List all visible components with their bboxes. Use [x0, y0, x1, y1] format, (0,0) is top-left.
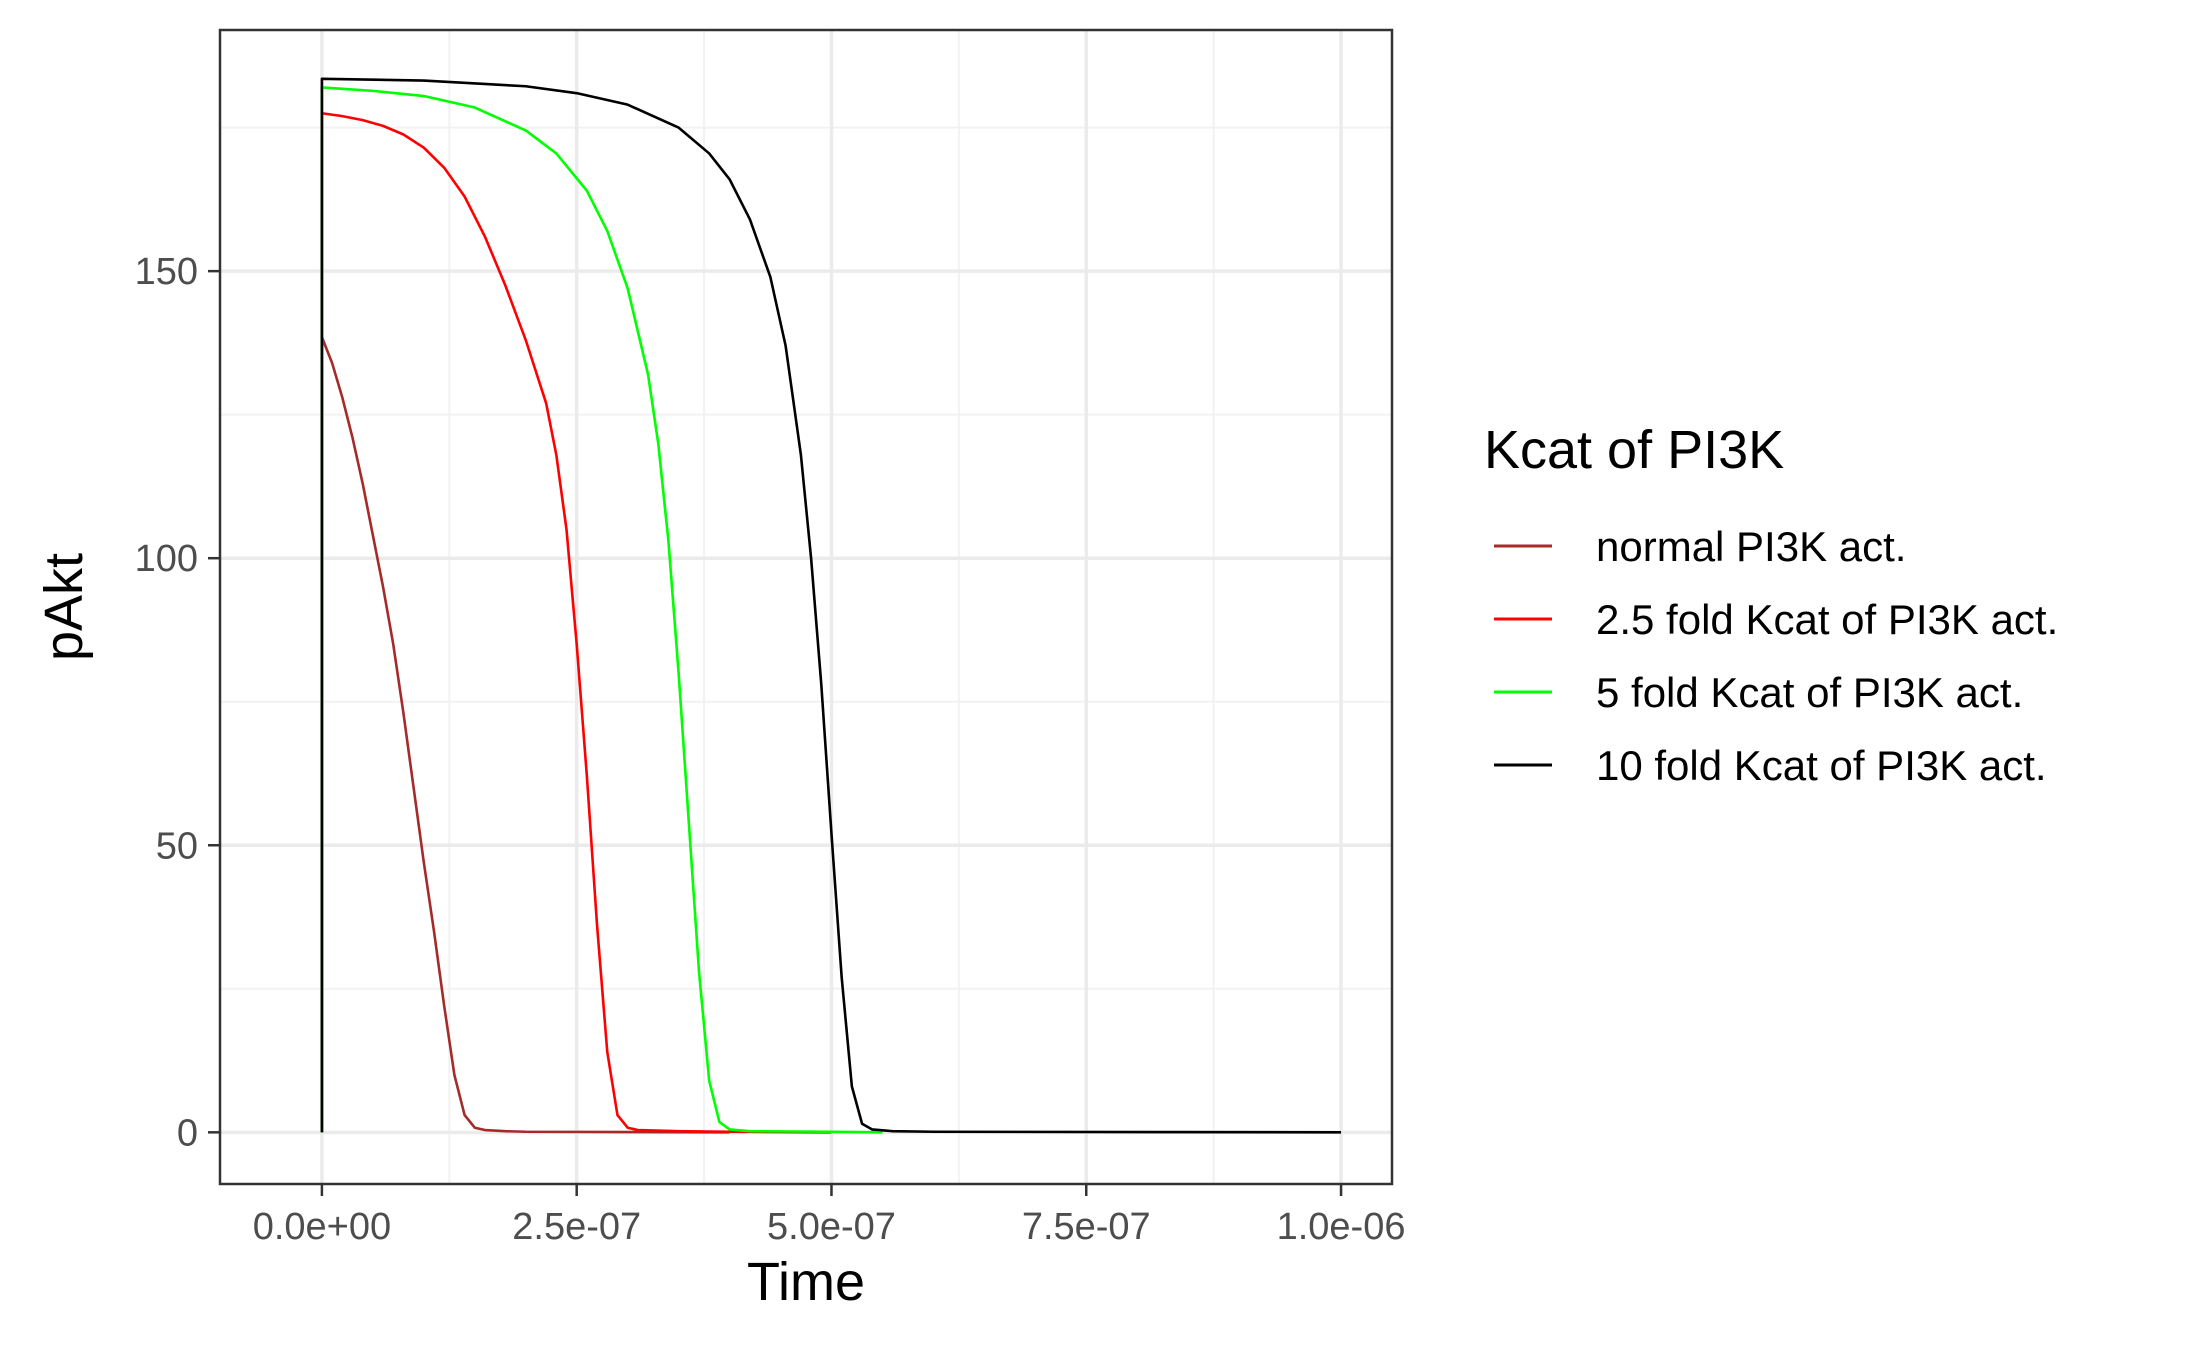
legend-label-1: 2.5 fold Kcat of PI3K act. [1596, 596, 2058, 643]
legend-title: Kcat of PI3K [1484, 420, 1784, 480]
plot-border [218, 28, 1394, 1186]
y-tick-label-3: 150 [135, 251, 198, 293]
x-tick-label-0: 0.0e+00 [253, 1206, 391, 1248]
plot-panel [220, 30, 1392, 1184]
x-axis-title: Time [747, 1252, 865, 1312]
legend: Kcat of PI3K normal PI3K act. 2.5 fold Kc… [1484, 420, 2058, 789]
legend-label-3: 10 fold Kcat of PI3K act. [1596, 742, 2047, 789]
series-line-1 [320, 111, 832, 1134]
x-tick-label-4: 1.0e-06 [1277, 1206, 1406, 1248]
x-axis: 0.0e+00 2.5e-07 5.0e-07 7.5e-07 1.0e-06 [253, 1184, 1406, 1248]
y-tick-label-1: 50 [156, 825, 198, 867]
y-axis-title: pAkt [34, 553, 94, 661]
series-line-3 [320, 77, 1342, 1134]
minor-gridlines [220, 30, 1392, 1184]
y-axis: 0 50 100 150 [135, 251, 220, 1154]
legend-label-0: normal PI3K act. [1596, 523, 1906, 570]
x-tick-label-1: 2.5e-07 [512, 1206, 641, 1248]
series-lines [320, 77, 1342, 1134]
series-line-0 [320, 335, 730, 1134]
y-tick-label-0: 0 [177, 1112, 198, 1154]
series-line-2 [320, 86, 883, 1134]
legend-label-2: 5 fold Kcat of PI3K act. [1596, 669, 2023, 716]
x-tick-label-3: 7.5e-07 [1022, 1206, 1151, 1248]
y-tick-label-2: 100 [135, 538, 198, 580]
x-tick-label-2: 5.0e-07 [767, 1206, 896, 1248]
